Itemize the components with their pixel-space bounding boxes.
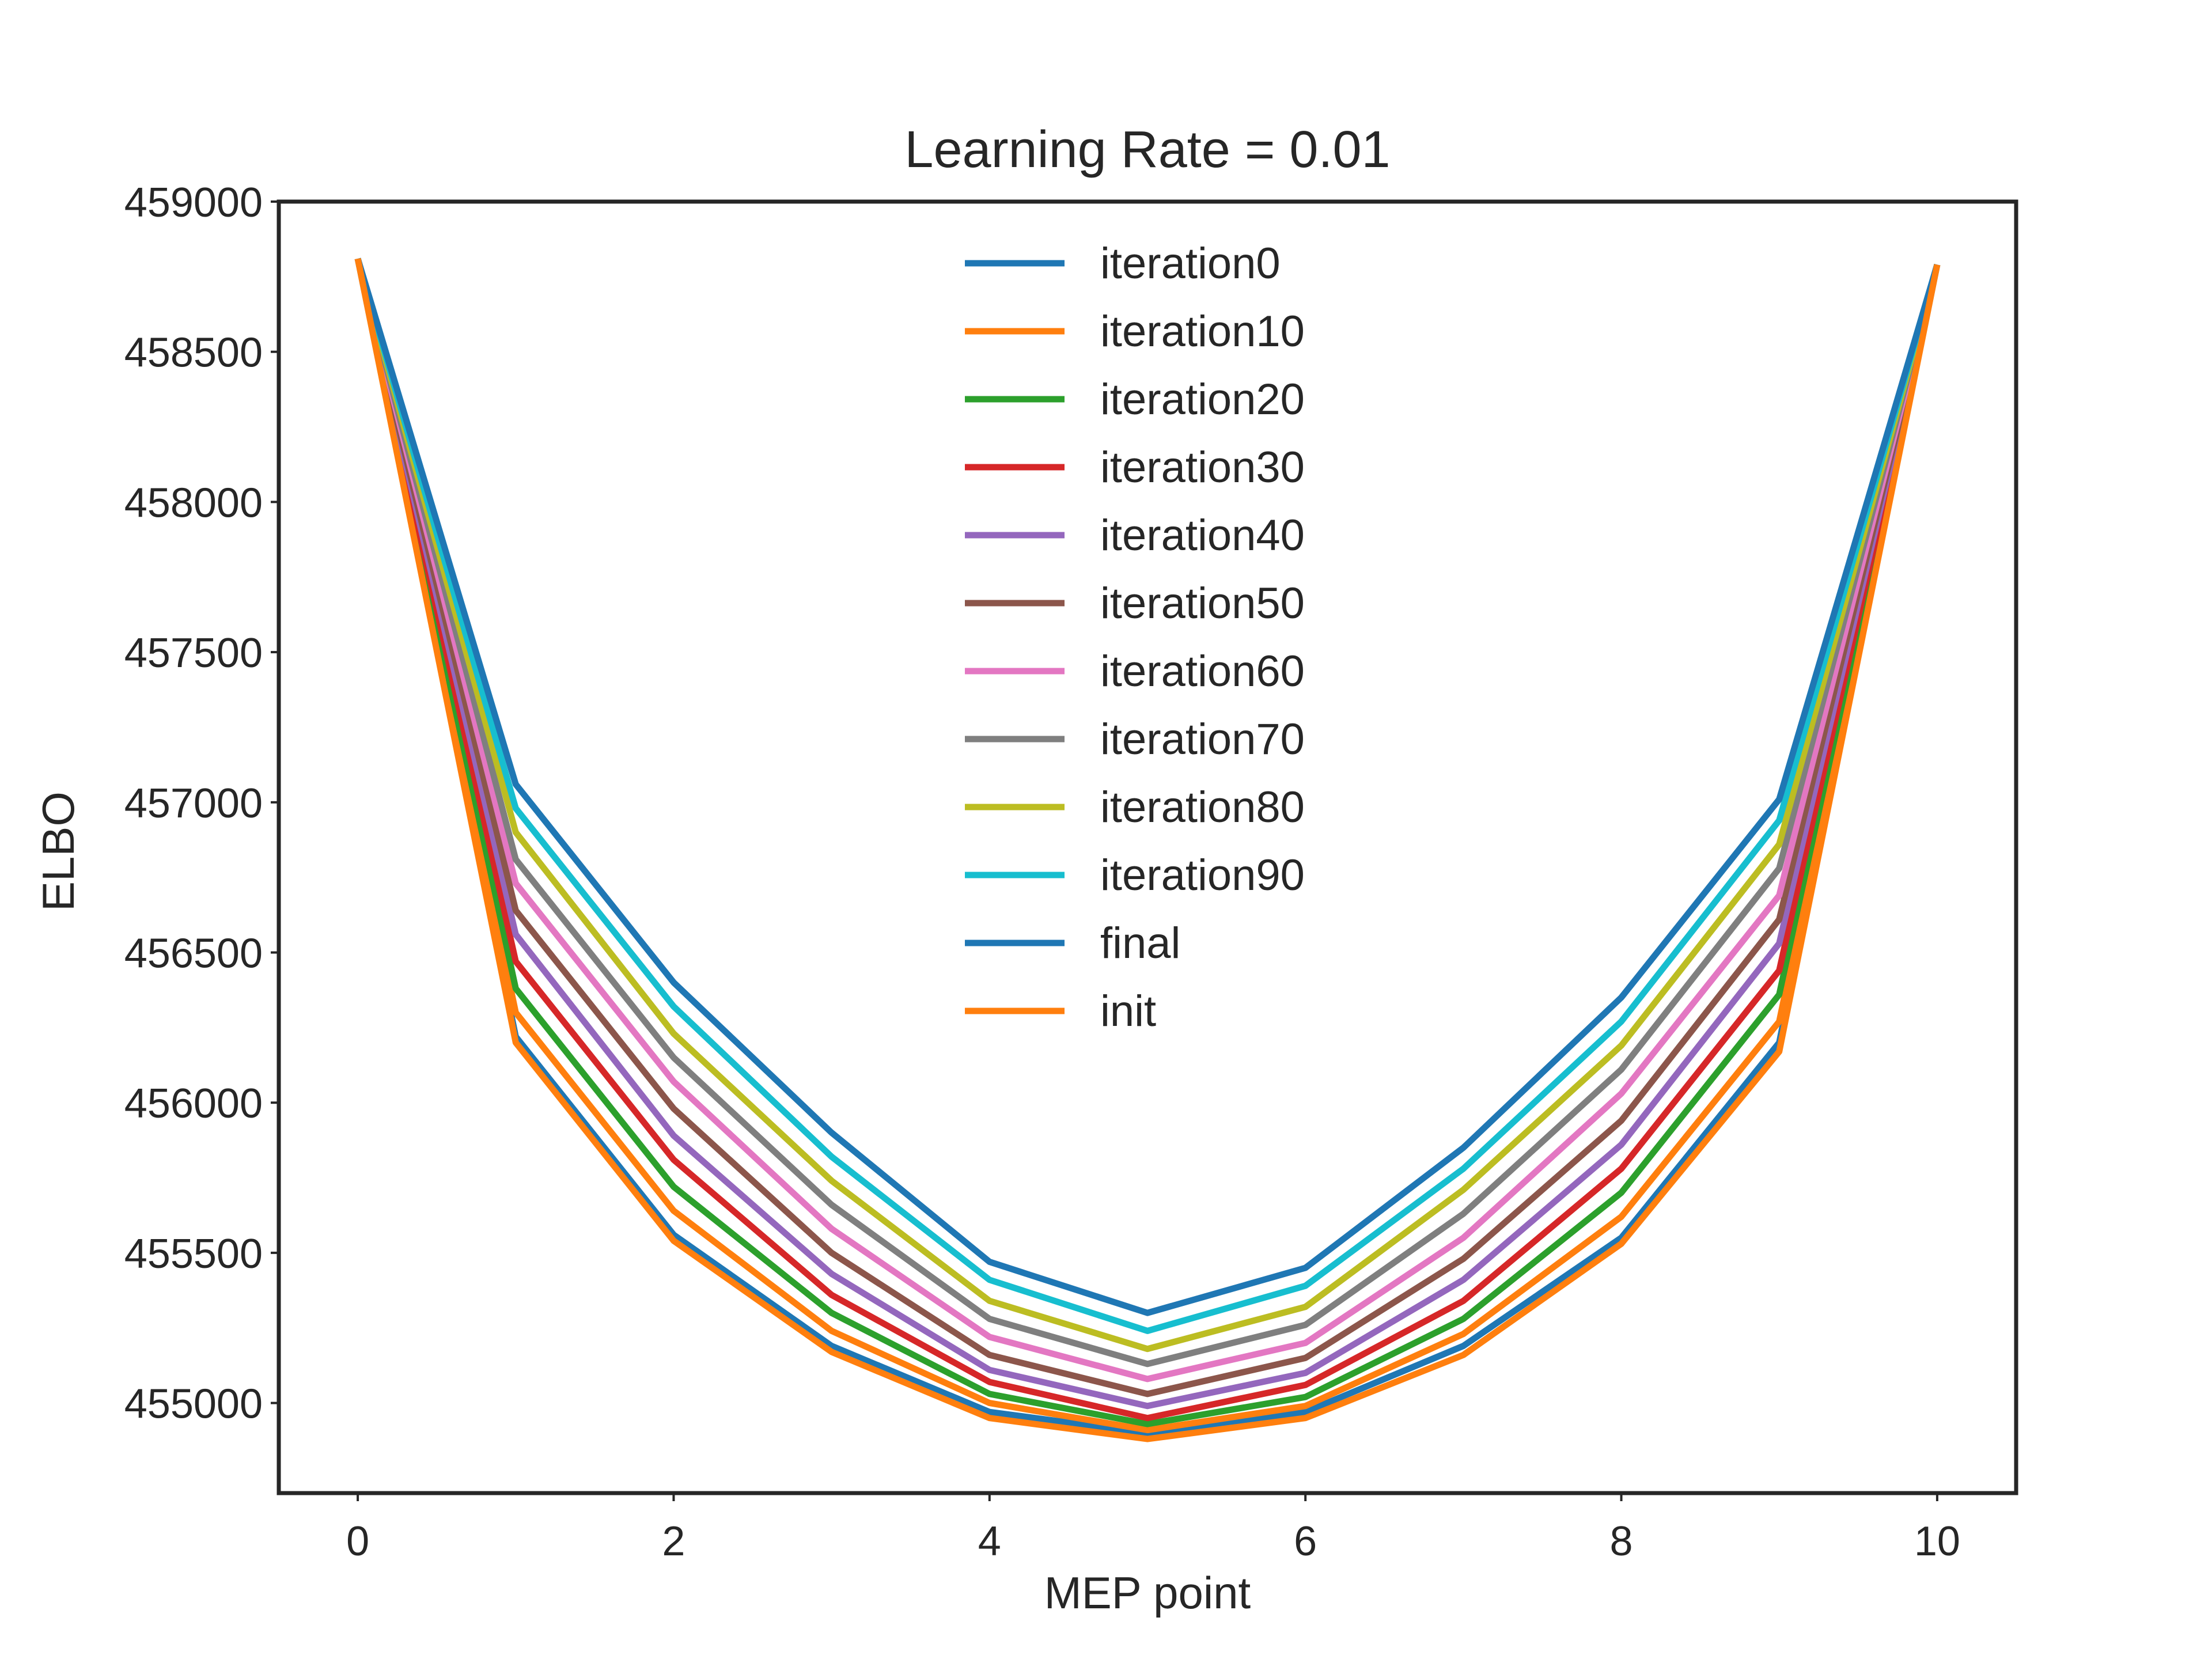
plot-frame [276,199,2018,1495]
legend-label-iteration60: iteration60 [1100,647,1305,696]
y-tick-label: 458500 [124,330,263,376]
x-tick-label: 4 [978,1518,1001,1565]
series-line-iteration20 [354,257,1941,1427]
y-tick-label: 456500 [124,930,263,976]
y-tick-label: 459000 [124,180,263,226]
legend-label-final: final [1100,919,1180,968]
series-line-final [354,257,1941,1316]
series-line-iteration30 [354,257,1941,1422]
legend-label-iteration30: iteration30 [1100,443,1305,492]
legend: iteration0 iteration10 iteration20 iteratio… [965,239,1305,1036]
series-line-iteration50 [354,257,1941,1397]
y-tick-label: 455500 [124,1231,263,1277]
legend-label-iteration20: iteration20 [1100,375,1305,424]
y-tick-label: 456000 [124,1081,263,1127]
axes-layer: 0 2 4 6 8 10 455000 455500 456000 456500 457000 457… [124,180,2018,1565]
x-axis-label: MEP point [1044,1567,1251,1618]
y-tick-label: 457000 [124,781,263,827]
series-line-iteration40 [354,257,1941,1410]
series-line-iteration70 [354,257,1941,1368]
chart-title: Learning Rate = 0.01 [904,121,1390,179]
y-tick-label: 457500 [124,630,263,676]
y-axis-label: ELBO [33,791,84,911]
series-line-init [354,258,1941,1442]
legend-label-iteration50: iteration50 [1100,579,1305,628]
x-tick-label: 8 [1610,1518,1633,1565]
y-tick-label: 458000 [124,480,263,526]
series-line-iteration60 [354,257,1941,1382]
y-tick-label: 455000 [124,1381,263,1427]
x-tick-label: 10 [1914,1518,1960,1565]
legend-label-iteration40: iteration40 [1100,511,1305,560]
x-tick-label: 2 [662,1518,685,1565]
x-tick-label: 6 [1294,1518,1317,1565]
legend-label-iteration10: iteration10 [1100,307,1305,356]
legend-label-iteration90: iteration90 [1100,851,1305,900]
series-line-iteration90 [354,257,1941,1334]
legend-label-iteration0: iteration0 [1100,239,1281,288]
series-line-iteration80 [354,257,1941,1353]
x-tick-label: 0 [346,1518,369,1565]
series-line-iteration10 [354,257,1941,1433]
legend-label-iteration80: iteration80 [1100,783,1305,832]
legend-label-init: init [1100,987,1156,1036]
series-layer [354,257,1941,1442]
legend-label-iteration70: iteration70 [1100,715,1305,764]
